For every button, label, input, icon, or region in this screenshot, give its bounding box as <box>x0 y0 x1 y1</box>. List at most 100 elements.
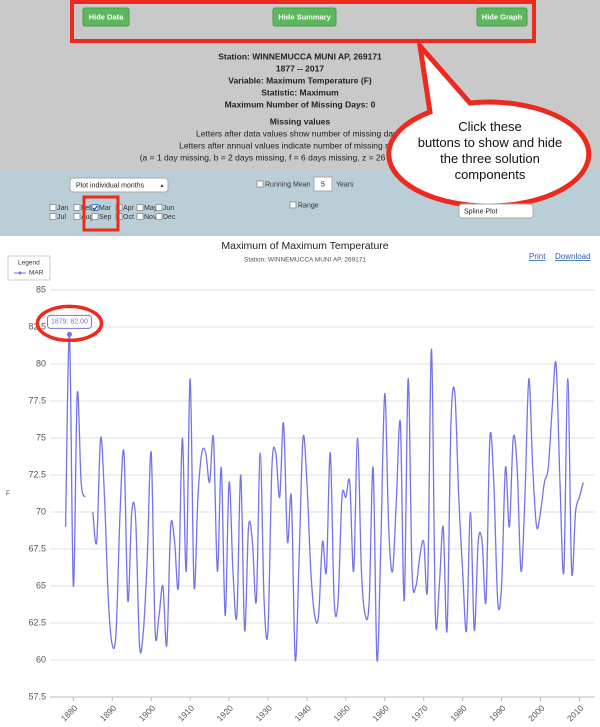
y-tick-label: 72.5 <box>28 469 46 479</box>
month-checkbox[interactable]: Sep <box>91 213 112 221</box>
summary-line: Variable: Maximum Temperature (F) <box>228 75 372 85</box>
y-tick-label: 75 <box>36 432 46 442</box>
callout-text: Click these buttons to show and hide the t… <box>418 119 563 182</box>
chart-subtitle: Station: WINNEMUCCA MUNI AP, 269171 <box>244 257 366 264</box>
y-tick-label: 57.5 <box>28 691 46 701</box>
month-label: May <box>144 205 158 212</box>
month-checkbox[interactable]: Aug <box>73 213 94 221</box>
running-mean-label: Running Mean <box>265 181 311 188</box>
missing-line: (a = 1 day missing, b = 2 days missing, … <box>140 152 413 162</box>
select-box <box>69 177 169 193</box>
controls: Plot individual months ▴ Jan Feb Mar Apr May Ju… <box>49 176 534 221</box>
button-bar: Hide Data Hide Summary Hide Graph <box>82 7 528 27</box>
summary-line: 1877 -- 2017 <box>276 63 324 73</box>
checkbox <box>91 213 99 220</box>
checkbox <box>136 213 144 220</box>
checkbox <box>136 204 144 211</box>
summary-line: Station: WINNEMUCCA MUNI AP, 269171 <box>218 51 382 61</box>
button[interactable]: Hide Summary <box>272 7 337 27</box>
button-bg <box>272 7 337 27</box>
tooltip-box <box>46 314 92 329</box>
callout <box>386 37 592 209</box>
legend-dot <box>18 271 22 275</box>
checkbox <box>155 204 163 211</box>
month-label: Jun <box>163 205 174 212</box>
y-tick-label: 80 <box>36 358 46 368</box>
hover-point <box>66 331 72 337</box>
checkbox <box>155 213 163 220</box>
y-tick-label: 67.5 <box>28 543 46 553</box>
select-box <box>458 203 534 219</box>
button-highlight <box>70 0 536 43</box>
y-tick-label: 62.5 <box>28 617 46 627</box>
range-checkbox[interactable] <box>289 201 297 209</box>
legend-label: MAR <box>29 270 44 277</box>
plot-select[interactable]: Plot individual months ▴ <box>69 177 169 193</box>
month-label: Aug <box>81 214 94 221</box>
month-label: Mar <box>99 205 112 212</box>
legend-title: Legend <box>18 260 40 267</box>
button-label: Hide Graph <box>482 12 523 21</box>
print-link[interactable]: Print <box>529 252 546 261</box>
month-checkbox[interactable]: May <box>136 204 158 212</box>
data-line <box>64 333 584 662</box>
missing-line: Letters after annual values indicate num… <box>179 140 397 150</box>
checkbox <box>73 213 81 220</box>
month-label: Apr <box>123 205 135 212</box>
callout-text: Click these buttons to show and hide the t… <box>418 119 563 182</box>
select-text: Spline Plot <box>464 208 498 215</box>
running-mean-input[interactable] <box>313 176 333 192</box>
y-axis-label: F <box>6 490 10 497</box>
running-mean-value: 5 <box>321 181 325 188</box>
month-checkbox[interactable]: Jul <box>49 213 66 221</box>
month-label: Dec <box>163 214 176 221</box>
button-label: Hide Data <box>89 12 124 21</box>
month-checkbox[interactable]: Dec <box>155 213 176 221</box>
y-tick-label: 65 <box>36 580 46 590</box>
button-label: Hide Summary <box>278 12 331 21</box>
y-tick-label: 85 <box>36 284 46 294</box>
checkbox <box>49 213 57 220</box>
month-label: Jan <box>57 205 68 212</box>
select-text: Plot individual months <box>76 182 145 189</box>
range-label: Range <box>298 202 319 209</box>
select-arrow: ▴ <box>160 183 163 189</box>
years-label: Years <box>336 181 354 188</box>
summary-line: Maximum Number of Missing Days: 0 <box>225 99 376 109</box>
button-bg <box>476 7 528 27</box>
month-checkbox[interactable]: Jan <box>49 204 68 212</box>
checkbox <box>91 204 99 211</box>
tooltip-highlight <box>35 304 104 343</box>
summary: Station: WINNEMUCCA MUNI AP, 269171 1877 … <box>140 51 413 162</box>
button[interactable]: Hide Data <box>82 7 130 27</box>
y-tick-label: 70 <box>36 506 46 516</box>
month-checkbox[interactable]: Feb <box>73 204 93 212</box>
month-label: Sep <box>99 214 112 221</box>
month-checkbox[interactable]: Mar <box>91 204 112 212</box>
missing-title: Missing values <box>270 116 331 126</box>
y-tick-label: 77.5 <box>28 395 46 405</box>
download-link[interactable]: Download <box>555 252 591 261</box>
month-label: Nov <box>144 214 157 221</box>
checkbox <box>73 204 81 211</box>
month-checkbox[interactable]: Jun <box>155 204 174 212</box>
month-label: Oct <box>123 214 134 221</box>
month-label: Feb <box>81 205 93 212</box>
running-mean-checkbox[interactable] <box>256 180 264 188</box>
month-checkbox[interactable]: Nov <box>136 213 157 221</box>
missing-line: Letters after data values show number of… <box>196 128 404 138</box>
y-tick-label: 60 <box>36 654 46 664</box>
button[interactable]: Hide Graph <box>476 7 528 27</box>
chart: Maximum of Maximum Temperature Station: W… <box>6 240 595 723</box>
checkbox <box>49 204 57 211</box>
button-bg <box>82 7 130 27</box>
legend-box <box>7 255 51 281</box>
tooltip-text: 1879: 82.00 <box>51 319 88 326</box>
plot-type-select[interactable]: Spline Plot <box>458 203 534 219</box>
summary-line: Statistic: Maximum <box>261 87 339 97</box>
month-label: Jul <box>57 214 66 221</box>
chart-title: Maximum of Maximum Temperature <box>221 240 388 252</box>
month-highlight <box>82 195 120 232</box>
